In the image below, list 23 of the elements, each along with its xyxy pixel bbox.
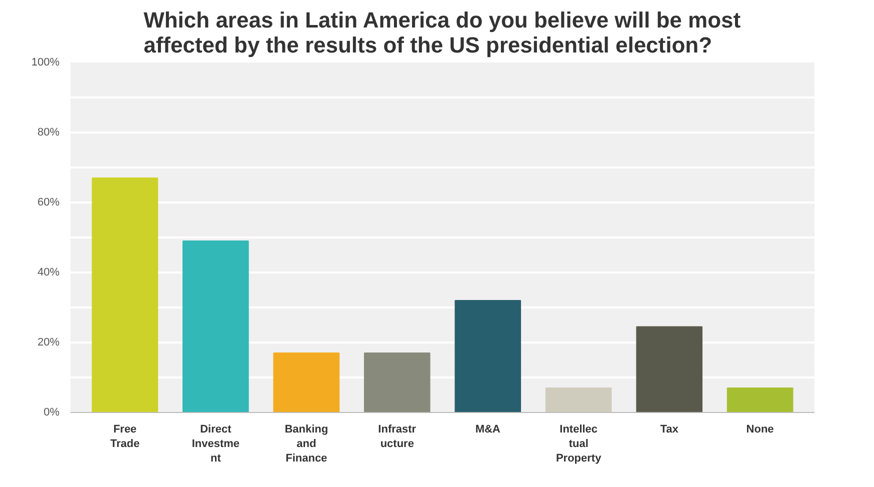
x-tick-label: None <box>746 424 774 436</box>
y-tick-label: 60% <box>37 196 60 208</box>
bar <box>182 240 249 412</box>
x-tick-label: M&A <box>475 424 500 436</box>
x-tick-label: Direct Investme nt <box>192 424 240 464</box>
y-tick-label: 40% <box>37 266 60 278</box>
x-tick-label: Intellec tual Property <box>556 424 602 464</box>
y-tick-label: 0% <box>44 406 60 418</box>
chart-title: Which areas in Latin America do you believe will be most affected by the results of the US presidential election? <box>144 8 742 58</box>
y-tick-label: 20% <box>37 336 60 348</box>
bar <box>454 300 522 412</box>
bar <box>545 388 612 412</box>
y-tick-label: 80% <box>37 126 60 138</box>
x-tick-label: Infrastr ucture <box>378 424 417 450</box>
x-tick-label: Banking and Finance <box>284 424 328 464</box>
bar <box>726 388 794 412</box>
bar <box>636 326 702 412</box>
x-tick-label: Free Trade <box>110 424 140 450</box>
bar <box>364 352 430 412</box>
x-tick-label: Tax <box>660 424 680 436</box>
y-tick-label: 100% <box>31 56 60 68</box>
bar <box>273 352 340 412</box>
bar <box>92 178 158 412</box>
